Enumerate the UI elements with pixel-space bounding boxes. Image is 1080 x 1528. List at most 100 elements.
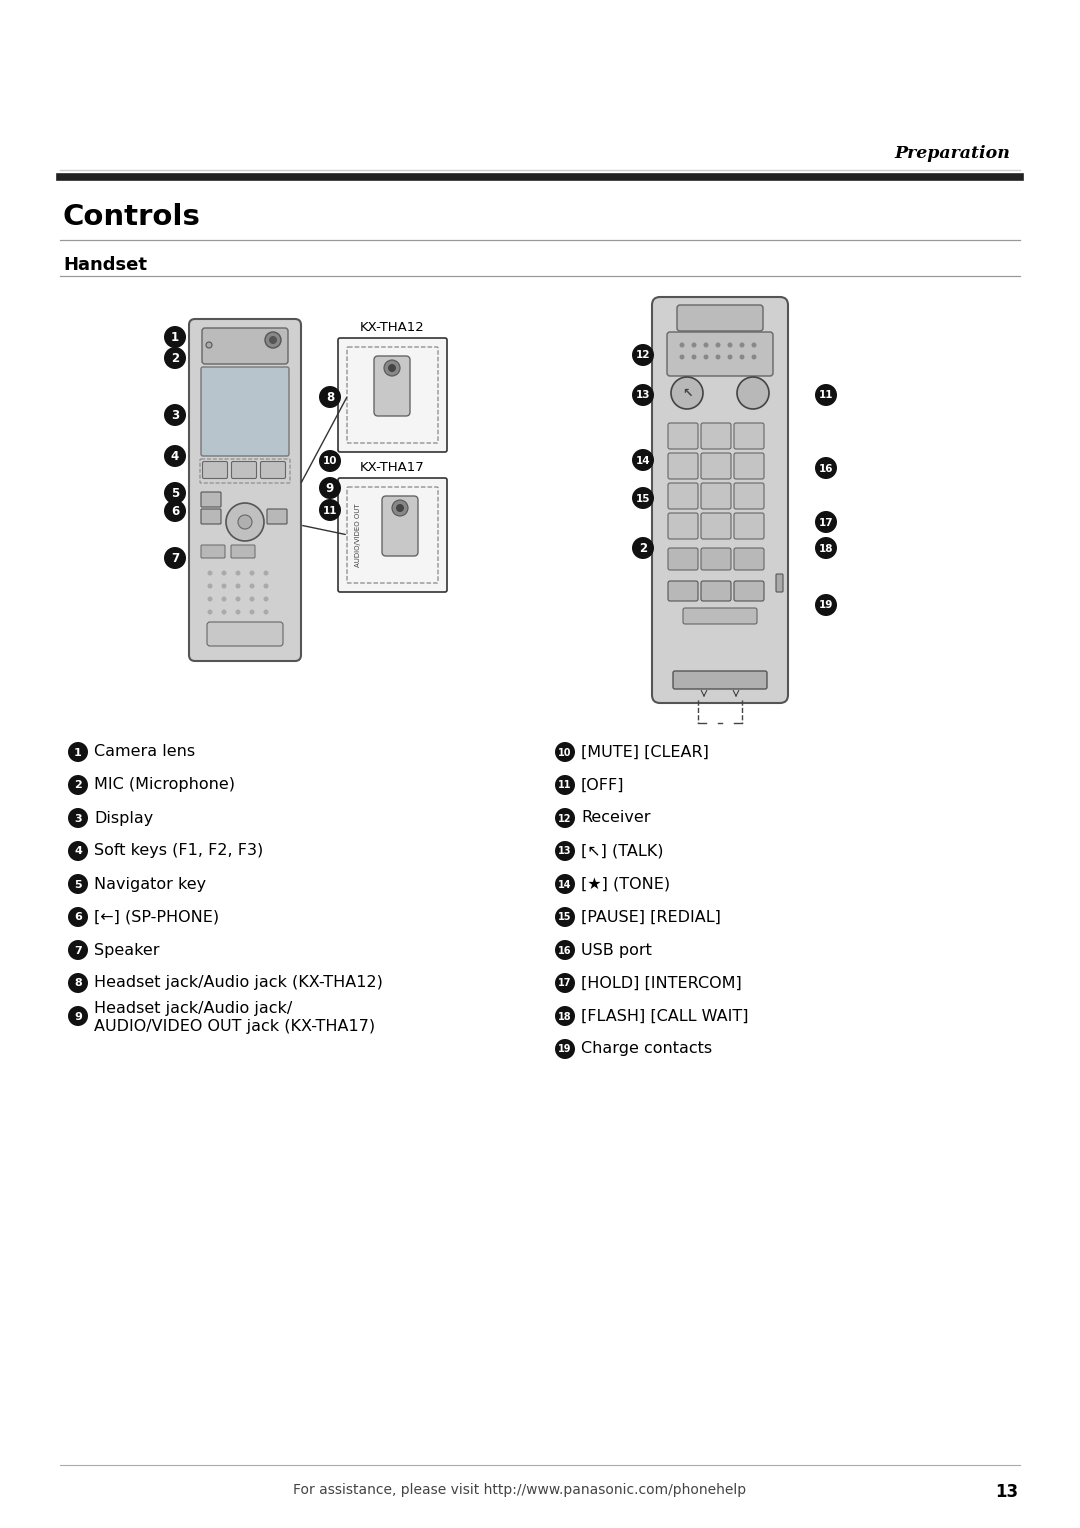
Text: 9: 9 bbox=[75, 1012, 82, 1022]
Text: Receiver: Receiver bbox=[581, 810, 650, 825]
Circle shape bbox=[384, 361, 400, 376]
Circle shape bbox=[691, 354, 697, 359]
Circle shape bbox=[235, 570, 241, 576]
Circle shape bbox=[632, 384, 654, 406]
Text: 5: 5 bbox=[171, 487, 179, 500]
Text: 9: 9 bbox=[326, 481, 334, 495]
Circle shape bbox=[555, 1039, 575, 1059]
Text: 18: 18 bbox=[819, 544, 834, 553]
Circle shape bbox=[68, 940, 87, 960]
FancyBboxPatch shape bbox=[201, 492, 221, 507]
FancyBboxPatch shape bbox=[669, 483, 698, 509]
Circle shape bbox=[235, 610, 241, 614]
Text: Controls: Controls bbox=[63, 203, 201, 231]
Circle shape bbox=[728, 342, 732, 347]
Circle shape bbox=[671, 377, 703, 410]
FancyBboxPatch shape bbox=[338, 338, 447, 452]
Text: Charge contacts: Charge contacts bbox=[581, 1042, 712, 1056]
Text: 7: 7 bbox=[75, 946, 82, 955]
Text: Handset: Handset bbox=[63, 257, 147, 274]
Circle shape bbox=[319, 477, 341, 500]
Text: 4: 4 bbox=[171, 451, 179, 463]
Text: 2: 2 bbox=[639, 542, 647, 555]
Circle shape bbox=[555, 743, 575, 762]
FancyBboxPatch shape bbox=[374, 356, 410, 416]
Text: 15: 15 bbox=[636, 494, 650, 504]
Circle shape bbox=[555, 940, 575, 960]
FancyBboxPatch shape bbox=[201, 367, 289, 455]
Text: 11: 11 bbox=[558, 781, 571, 790]
Circle shape bbox=[752, 342, 756, 347]
Circle shape bbox=[249, 610, 255, 614]
Circle shape bbox=[68, 973, 87, 993]
Circle shape bbox=[555, 908, 575, 927]
Circle shape bbox=[164, 347, 186, 368]
Circle shape bbox=[632, 487, 654, 509]
Text: 12: 12 bbox=[558, 813, 571, 824]
Circle shape bbox=[815, 384, 837, 406]
Circle shape bbox=[207, 622, 213, 628]
Circle shape bbox=[68, 743, 87, 762]
Text: MIC (Microphone): MIC (Microphone) bbox=[94, 778, 235, 793]
Text: 19: 19 bbox=[819, 601, 833, 611]
Circle shape bbox=[679, 354, 685, 359]
FancyBboxPatch shape bbox=[201, 509, 221, 524]
Text: 8: 8 bbox=[326, 391, 334, 403]
Circle shape bbox=[235, 596, 241, 602]
Text: [HOLD] [INTERCOM]: [HOLD] [INTERCOM] bbox=[581, 975, 742, 990]
Text: 4: 4 bbox=[75, 847, 82, 857]
Text: ↖: ↖ bbox=[681, 387, 692, 399]
Circle shape bbox=[715, 342, 720, 347]
Text: 14: 14 bbox=[636, 455, 650, 466]
FancyBboxPatch shape bbox=[231, 545, 255, 558]
FancyBboxPatch shape bbox=[677, 306, 762, 332]
Circle shape bbox=[164, 481, 186, 504]
FancyBboxPatch shape bbox=[669, 513, 698, 539]
Text: 17: 17 bbox=[819, 518, 834, 527]
Text: 3: 3 bbox=[75, 813, 82, 824]
Text: [PAUSE] [REDIAL]: [PAUSE] [REDIAL] bbox=[581, 909, 720, 924]
FancyBboxPatch shape bbox=[701, 483, 731, 509]
Text: 1: 1 bbox=[171, 332, 179, 344]
Circle shape bbox=[221, 596, 227, 602]
FancyBboxPatch shape bbox=[734, 452, 764, 478]
Circle shape bbox=[207, 584, 213, 588]
Text: 12: 12 bbox=[636, 350, 650, 361]
Text: Speaker: Speaker bbox=[94, 943, 160, 958]
Circle shape bbox=[221, 570, 227, 576]
Text: 11: 11 bbox=[323, 506, 337, 515]
Circle shape bbox=[691, 342, 697, 347]
Text: [←] (SP-PHONE): [←] (SP-PHONE) bbox=[94, 909, 219, 924]
Text: 6: 6 bbox=[171, 504, 179, 518]
Circle shape bbox=[815, 510, 837, 533]
Circle shape bbox=[68, 808, 87, 828]
Circle shape bbox=[264, 610, 269, 614]
Circle shape bbox=[68, 874, 87, 894]
FancyBboxPatch shape bbox=[734, 513, 764, 539]
Text: KX-THA17: KX-THA17 bbox=[360, 461, 424, 474]
FancyBboxPatch shape bbox=[189, 319, 301, 662]
Circle shape bbox=[555, 840, 575, 860]
Circle shape bbox=[555, 808, 575, 828]
Text: [MUTE] [CLEAR]: [MUTE] [CLEAR] bbox=[581, 744, 708, 759]
Circle shape bbox=[221, 622, 227, 628]
Text: Soft keys (F1, F2, F3): Soft keys (F1, F2, F3) bbox=[94, 843, 264, 859]
Circle shape bbox=[164, 325, 186, 348]
Circle shape bbox=[555, 1005, 575, 1025]
FancyBboxPatch shape bbox=[260, 461, 285, 478]
Circle shape bbox=[226, 503, 264, 541]
Circle shape bbox=[264, 570, 269, 576]
Text: 10: 10 bbox=[558, 747, 571, 758]
Text: 19: 19 bbox=[558, 1045, 571, 1054]
Circle shape bbox=[207, 596, 213, 602]
Text: 5: 5 bbox=[75, 880, 82, 889]
Text: 7: 7 bbox=[171, 552, 179, 565]
FancyBboxPatch shape bbox=[701, 581, 731, 601]
FancyBboxPatch shape bbox=[734, 483, 764, 509]
Circle shape bbox=[269, 336, 276, 344]
Circle shape bbox=[632, 344, 654, 367]
FancyBboxPatch shape bbox=[701, 513, 731, 539]
Circle shape bbox=[264, 584, 269, 588]
FancyBboxPatch shape bbox=[669, 581, 698, 601]
Text: Headset jack/Audio jack/: Headset jack/Audio jack/ bbox=[94, 1001, 293, 1016]
